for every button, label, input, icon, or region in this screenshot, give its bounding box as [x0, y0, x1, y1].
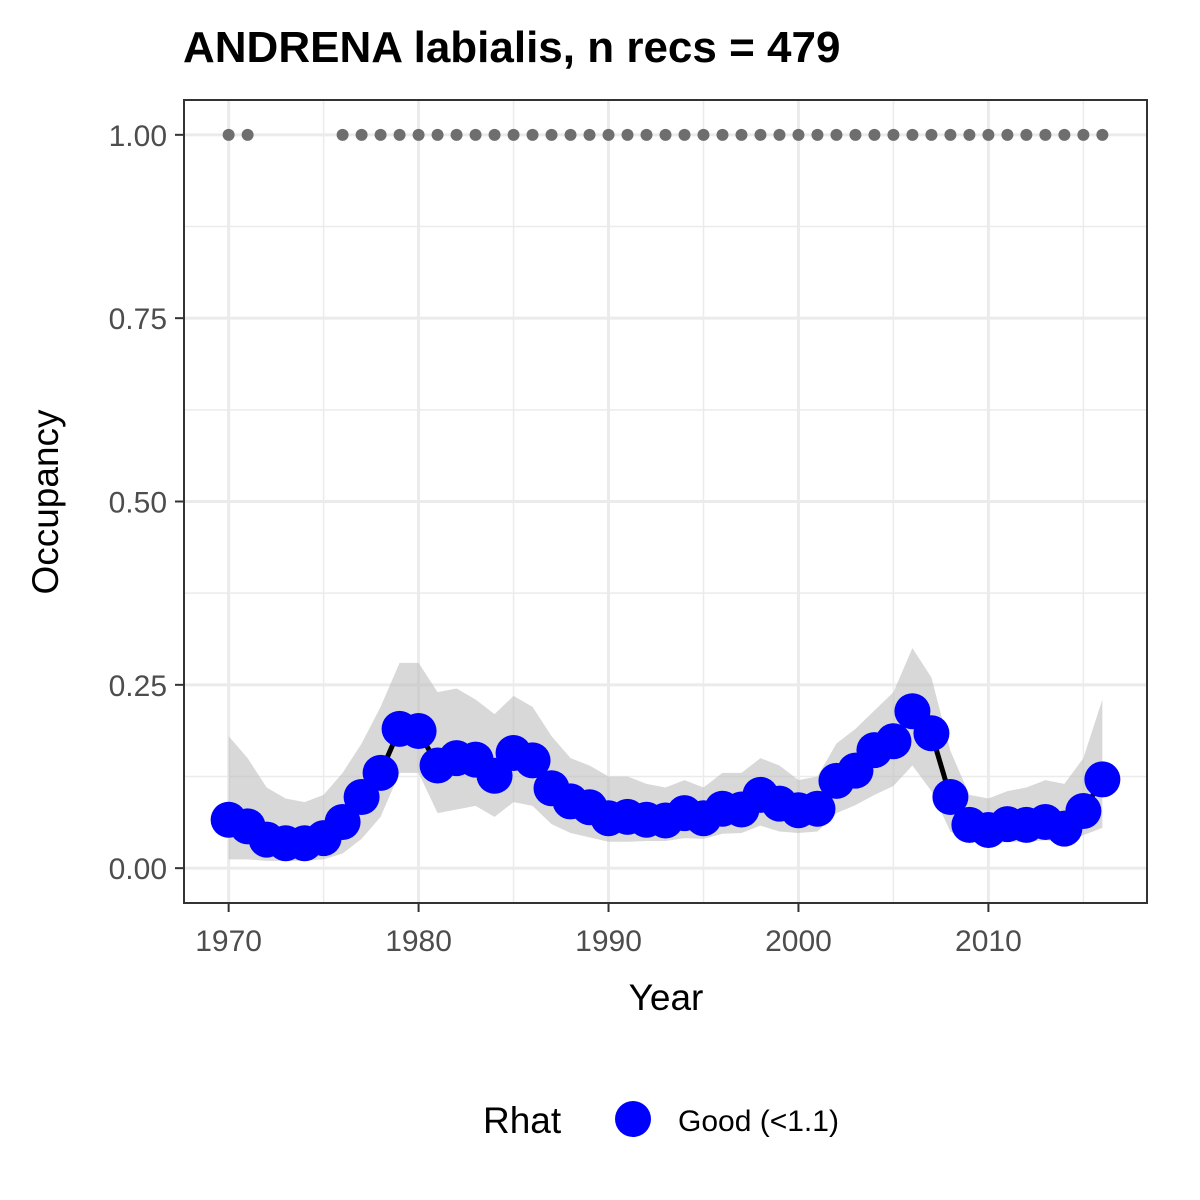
- record-dot: [1077, 128, 1090, 141]
- record-dot: [526, 128, 539, 141]
- record-dot: [773, 128, 786, 141]
- record-dot: [811, 128, 824, 141]
- record-dot: [621, 128, 634, 141]
- record-dot: [412, 128, 425, 141]
- y-tick-label: 0.50: [109, 487, 167, 520]
- record-dot: [507, 128, 520, 141]
- record-dots-layer: [222, 128, 1109, 141]
- occupancy-point: [799, 790, 836, 827]
- record-dot: [906, 128, 919, 141]
- record-dot: [450, 128, 463, 141]
- major-gridlines: [184, 100, 1147, 903]
- record-dot: [735, 128, 748, 141]
- x-tick-label: 2010: [955, 925, 1022, 958]
- record-dot: [602, 128, 615, 141]
- record-dot: [849, 128, 862, 141]
- confidence-ribbon-layer: [228, 648, 1103, 861]
- record-dot: [488, 128, 501, 141]
- record-dot: [678, 128, 691, 141]
- record-dot: [754, 128, 767, 141]
- record-dot: [887, 128, 900, 141]
- record-dot: [583, 128, 596, 141]
- record-dot: [963, 128, 976, 141]
- record-dot: [393, 128, 406, 141]
- occupancy-point: [324, 803, 361, 840]
- occupancy-points-layer: [210, 693, 1121, 862]
- x-axis-title: Year: [629, 977, 704, 1018]
- record-dot: [1020, 128, 1033, 141]
- record-dot: [716, 128, 729, 141]
- x-axis: 1970 1980 1990 2000 2010: [195, 903, 1022, 958]
- record-dot: [469, 128, 482, 141]
- occupancy-point: [514, 742, 551, 779]
- record-dot: [1039, 128, 1052, 141]
- record-dot: [925, 128, 938, 141]
- record-dot: [336, 128, 349, 141]
- record-dot: [944, 128, 957, 141]
- record-dot: [374, 128, 387, 141]
- x-tick-label: 2000: [765, 925, 832, 958]
- record-dot: [659, 128, 672, 141]
- record-dot: [355, 128, 368, 141]
- x-tick-label: 1980: [385, 925, 452, 958]
- y-axis: 0.00 0.25 0.50 0.75 1.00: [109, 120, 184, 886]
- record-dot: [241, 128, 254, 141]
- occupancy-point: [343, 779, 380, 816]
- record-dot: [792, 128, 805, 141]
- occupancy-point: [1084, 761, 1121, 798]
- confidence-ribbon: [228, 648, 1103, 861]
- legend-title: Rhat: [483, 1100, 562, 1141]
- y-axis-title: Occupancy: [25, 409, 66, 595]
- occupancy-point: [932, 779, 969, 816]
- y-tick-label: 0.25: [109, 670, 167, 703]
- occupancy-point: [400, 713, 437, 750]
- record-dot: [982, 128, 995, 141]
- legend: Rhat Good (<1.1): [483, 1100, 839, 1141]
- x-tick-label: 1970: [195, 925, 262, 958]
- legend-key-good: [615, 1101, 651, 1137]
- record-dot: [545, 128, 558, 141]
- record-dot: [1096, 128, 1109, 141]
- record-dot: [868, 128, 881, 141]
- occupancy-point: [875, 723, 912, 760]
- record-dot: [1058, 128, 1071, 141]
- x-tick-label: 1990: [575, 925, 642, 958]
- y-tick-label: 0.75: [109, 303, 167, 336]
- record-dot: [222, 128, 235, 141]
- record-dot: [1001, 128, 1014, 141]
- occupancy-point: [362, 754, 399, 791]
- chart-title: ANDRENA labialis, n recs = 479: [183, 23, 840, 72]
- record-dot: [564, 128, 577, 141]
- occupancy-point: [1065, 792, 1102, 829]
- record-dot: [431, 128, 444, 141]
- legend-label-good: Good (<1.1): [678, 1105, 839, 1138]
- occupancy-point: [913, 715, 950, 752]
- y-tick-label: 0.00: [109, 853, 167, 886]
- record-dot: [697, 128, 710, 141]
- record-dot: [830, 128, 843, 141]
- record-dot: [640, 128, 653, 141]
- y-tick-label: 1.00: [109, 120, 167, 153]
